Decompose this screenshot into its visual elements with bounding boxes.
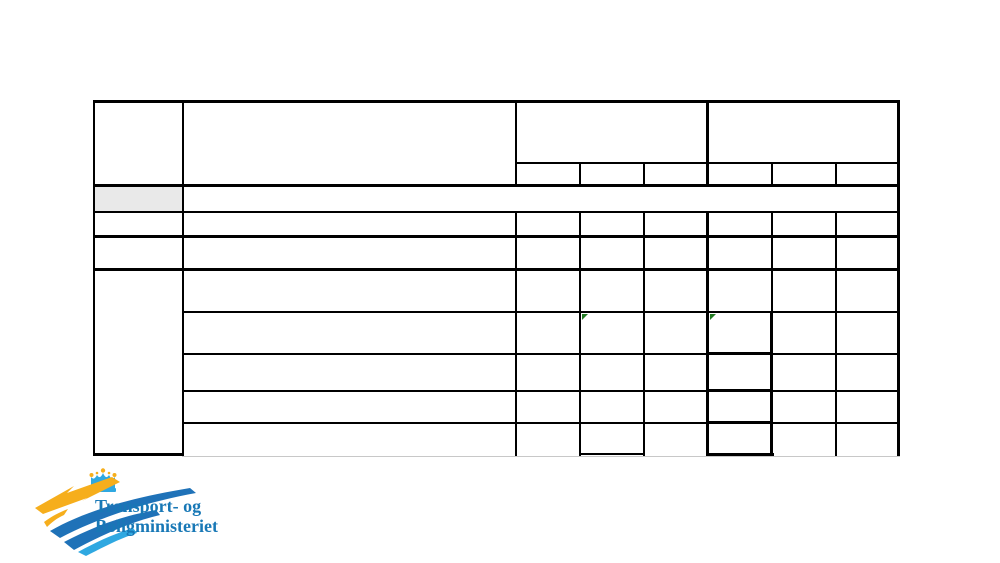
grid-line (706, 100, 709, 184)
grid-line (93, 100, 95, 456)
grid-line (182, 353, 900, 355)
logo-swoosh (35, 477, 196, 556)
grid-line (515, 100, 517, 184)
comment-marker-icon (710, 314, 716, 320)
grid-line (643, 162, 645, 184)
grid-line (93, 235, 900, 238)
grid-line (706, 421, 773, 424)
grid-cut-line (182, 456, 900, 457)
grid-line (182, 390, 900, 392)
grid-line (182, 311, 900, 313)
ministry-name-line2: Boligministeriet (95, 516, 218, 536)
shaded-cell (95, 186, 182, 211)
comment-marker-icon (582, 314, 588, 320)
grid-line (182, 100, 184, 456)
grid-line (643, 212, 645, 456)
grid-line (706, 212, 709, 456)
grid-line (515, 212, 517, 456)
grid-line (93, 453, 184, 456)
grid-line (897, 100, 900, 456)
grid-line (93, 100, 900, 103)
grid-line (93, 268, 900, 271)
grid-line (93, 211, 900, 213)
grid-line (515, 162, 900, 164)
ministry-name: Transport- og Boligministeriet (95, 496, 255, 536)
grid-line (771, 212, 773, 311)
grid-line (706, 389, 773, 392)
grid-line (706, 352, 773, 355)
grid-line (835, 162, 837, 184)
grid-line (770, 311, 773, 456)
grid-line (579, 453, 645, 455)
grid-line (579, 162, 581, 184)
grid-line (579, 212, 581, 456)
ministry-logo: Transport- og Boligministeriet (30, 466, 230, 556)
grid-line (182, 422, 900, 424)
grid-line (706, 453, 774, 456)
grid-line (835, 212, 837, 456)
form-table (93, 100, 900, 458)
logo-graphic (35, 468, 196, 556)
grid-line (771, 162, 773, 184)
grid-line (93, 184, 900, 187)
ministry-name-line1: Transport- og (95, 496, 202, 516)
